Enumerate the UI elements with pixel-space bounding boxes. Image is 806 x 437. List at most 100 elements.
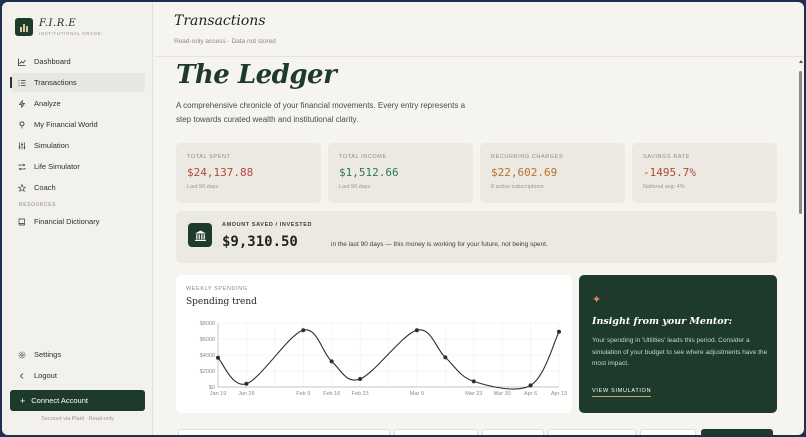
chart-data-point bbox=[528, 383, 533, 388]
sidebar-item-logout[interactable]: Logout bbox=[11, 366, 145, 385]
gear-icon bbox=[17, 350, 27, 360]
view-simulation-link[interactable]: VIEW SIMULATION bbox=[592, 388, 652, 397]
sidebar-nav: Dashboard Transactions Analyze My Financ… bbox=[10, 52, 145, 233]
insight-text: Your spending in 'Utilities' leads this … bbox=[592, 337, 768, 367]
stat-label: TOTAL INCOME bbox=[339, 154, 387, 160]
page-title: Transactions bbox=[174, 13, 266, 29]
chart-y-tick-label: $2000 bbox=[200, 369, 215, 375]
sidebar-item-coach[interactable]: Coach bbox=[11, 178, 145, 197]
bottom-action-button[interactable] bbox=[701, 429, 773, 435]
sidebar-item-my-financial-world[interactable]: My Financial World bbox=[11, 115, 145, 134]
sidebar-item-label: Transactions bbox=[34, 78, 77, 87]
sidebar-item-settings[interactable]: Settings bbox=[11, 345, 145, 364]
sidebar-item-label: Life Simulator bbox=[34, 162, 80, 171]
stat-label: SAVINGS RATE bbox=[643, 154, 691, 160]
chart-data-point bbox=[414, 328, 419, 333]
ledger-title: The Ledger bbox=[176, 60, 337, 90]
amount-saved-text: in the last 90 days — this money is work… bbox=[331, 241, 548, 248]
brand-name: F.I.R.E bbox=[39, 18, 77, 29]
stat-card-recurring-charges: RECURRING CHARGES $22,602.69 8 active su… bbox=[480, 143, 625, 203]
stat-value: $22,602.69 bbox=[491, 166, 558, 179]
sliders-icon bbox=[17, 141, 27, 151]
chart-label: WEEKLY SPENDING bbox=[186, 286, 248, 292]
secured-note: Secured via Plaid · Read-only bbox=[41, 416, 114, 422]
amount-saved-card: AMOUNT SAVED / INVESTED $9,310.50 in the… bbox=[176, 211, 777, 263]
repeat-icon bbox=[17, 162, 27, 172]
main-content: Transactions Read-only access · Data not… bbox=[154, 2, 804, 435]
stat-value: $1,512.66 bbox=[339, 166, 399, 179]
chart-title: Spending trend bbox=[186, 297, 257, 307]
chart-data-point bbox=[358, 377, 363, 381]
stat-value: -1495.7% bbox=[643, 166, 696, 179]
stat-card-total-income: TOTAL INCOME $1,512.66 Last 90 days bbox=[328, 143, 473, 203]
top-header: Transactions Read-only access · Data not… bbox=[154, 2, 804, 57]
chart-y-tick-label: $6000 bbox=[200, 337, 215, 343]
chart-data-point bbox=[443, 355, 448, 360]
star-icon bbox=[17, 183, 27, 193]
sidebar-item-label: Analyze bbox=[34, 99, 61, 108]
page-subtitle: Read-only access · Data not stored bbox=[174, 38, 276, 45]
chart-data-point bbox=[244, 381, 249, 386]
chart-x-tick-label: Feb 23 bbox=[352, 391, 369, 397]
chart-data-point bbox=[301, 328, 306, 333]
sidebar-bottom: Settings Logout bbox=[11, 345, 145, 387]
list-icon bbox=[17, 78, 27, 88]
chart-x-tick-label: Jan 26 bbox=[238, 391, 255, 397]
bottom-filter-field[interactable] bbox=[394, 429, 478, 435]
mentor-insight-card: ✦ Insight from your Mentor: Your spendin… bbox=[579, 275, 777, 413]
sidebar-item-label: Dashboard bbox=[34, 57, 71, 66]
vertical-scrollbar[interactable] bbox=[798, 59, 804, 435]
scroll-thumb[interactable] bbox=[799, 71, 802, 214]
chart-data-point bbox=[329, 359, 334, 364]
plus-icon: + bbox=[20, 395, 26, 406]
stat-card-savings-rate: SAVINGS RATE -1495.7% National avg: 4% bbox=[632, 143, 777, 203]
sparkle-icon: ✦ bbox=[592, 294, 602, 306]
bottom-filter-field[interactable] bbox=[482, 429, 544, 435]
brand-logo-icon bbox=[15, 18, 33, 36]
connect-account-button[interactable]: + Connect Account bbox=[10, 390, 145, 411]
stat-note: Last 90 days bbox=[339, 184, 371, 190]
chart-y-tick-label: $8000 bbox=[200, 321, 215, 327]
sidebar: F.I.R.E INSTITUTIONAL GRADE Dashboard Tr… bbox=[2, 2, 153, 435]
sidebar-item-label: My Financial World bbox=[34, 120, 98, 129]
resources-section-label: RESOURCES bbox=[19, 202, 57, 208]
chart-x-tick-label: Jan 19 bbox=[210, 391, 227, 397]
stat-note: 8 active subscriptions bbox=[491, 184, 544, 190]
chevron-left-icon bbox=[17, 371, 27, 381]
sidebar-item-simulation[interactable]: Simulation bbox=[11, 136, 145, 155]
insight-title: Insight from your Mentor: bbox=[592, 316, 733, 327]
sidebar-item-dashboard[interactable]: Dashboard bbox=[11, 52, 145, 71]
spending-chart-card: WEEKLY SPENDING Spending trend $0 $2000 $4… bbox=[176, 275, 572, 413]
stat-note: Last 90 days bbox=[187, 184, 219, 190]
sidebar-item-financial-dictionary[interactable]: Financial Dictionary bbox=[11, 212, 145, 231]
chart-line-icon bbox=[17, 57, 27, 67]
chart-y-tick-label: $0 bbox=[209, 385, 215, 391]
sidebar-item-label: Coach bbox=[34, 183, 56, 192]
sidebar-item-label: Financial Dictionary bbox=[34, 217, 100, 226]
bottom-filter-field[interactable] bbox=[548, 429, 636, 435]
chart-series-line bbox=[217, 329, 560, 390]
bottom-filter-field[interactable] bbox=[178, 429, 390, 435]
connect-account-label: Connect Account bbox=[31, 396, 88, 405]
scroll-up-arrow-icon[interactable] bbox=[799, 60, 803, 63]
stat-note: National avg: 4% bbox=[643, 184, 685, 190]
stat-card-total-spent: TOTAL SPENT $24,137.88 Last 90 days bbox=[176, 143, 321, 203]
sidebar-item-transactions[interactable]: Transactions bbox=[10, 73, 145, 92]
sidebar-item-analyze[interactable]: Analyze bbox=[11, 94, 145, 113]
stat-label: RECURRING CHARGES bbox=[491, 154, 564, 160]
chart-x-tick-label: Feb 9 bbox=[296, 391, 310, 397]
chart-x-tick-label: Apr 6 bbox=[524, 391, 537, 397]
sidebar-item-label: Simulation bbox=[34, 141, 70, 150]
stat-value: $24,137.88 bbox=[187, 166, 254, 179]
brand[interactable]: F.I.R.E INSTITUTIONAL GRADE bbox=[15, 18, 101, 36]
spending-trend-chart: $0 $2000 $4000 $6000 $8000 Jan 19 Jan 26 Feb 9 F… bbox=[200, 321, 567, 397]
book-icon bbox=[17, 217, 27, 227]
amount-saved-label: AMOUNT SAVED / INVESTED bbox=[222, 222, 313, 228]
sidebar-item-life-simulator[interactable]: Life Simulator bbox=[11, 157, 145, 176]
bottom-filter-field[interactable] bbox=[640, 429, 696, 435]
chart-data-point bbox=[557, 329, 561, 334]
chart-x-tick-label: Mar 23 bbox=[465, 391, 482, 397]
sidebar-item-label: Settings bbox=[34, 350, 62, 359]
chart-x-tick-label: Feb 16 bbox=[323, 391, 340, 397]
